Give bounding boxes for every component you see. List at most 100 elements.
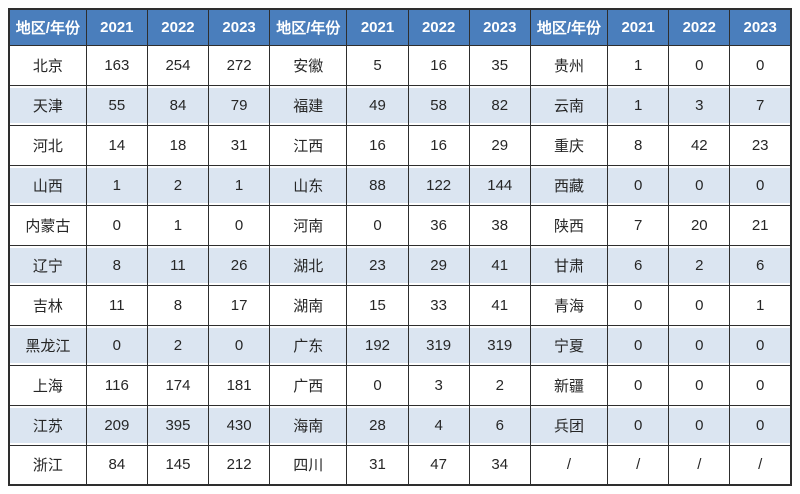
header-year: 2021 [607, 8, 670, 46]
value-cell: 2 [668, 244, 731, 286]
value-cell: 28 [346, 404, 409, 446]
region-cell: 福建 [269, 84, 348, 126]
value-cell: 49 [346, 84, 409, 126]
value-cell: 11 [85, 284, 148, 326]
value-cell: 7 [729, 84, 792, 126]
value-cell: 0 [668, 364, 731, 406]
table-row: 河北 14 18 31 江西 16 16 29 重庆 8 42 23 [8, 124, 792, 166]
region-cell: 河南 [269, 204, 348, 246]
region-cell: 江苏 [8, 404, 87, 446]
header-year: 2022 [668, 8, 731, 46]
value-cell: 7 [607, 204, 670, 246]
value-cell: 5 [346, 44, 409, 86]
value-cell: 88 [346, 164, 409, 206]
table-row: 内蒙古 0 1 0 河南 0 36 38 陕西 7 20 21 [8, 204, 792, 246]
region-cell: 广东 [269, 324, 348, 366]
value-cell: / [729, 444, 792, 486]
value-cell: 181 [208, 364, 271, 406]
value-cell: 0 [729, 164, 792, 206]
region-cell: 吉林 [8, 284, 87, 326]
value-cell: 145 [146, 444, 210, 486]
region-cell: 陕西 [529, 204, 609, 246]
value-cell: 319 [407, 324, 470, 366]
value-cell: 84 [146, 84, 210, 126]
header-year: 2023 [208, 8, 271, 46]
value-cell: 0 [85, 324, 148, 366]
value-cell: 16 [407, 44, 470, 86]
value-cell: 1 [607, 44, 670, 86]
value-cell: 1 [85, 164, 148, 206]
header-year: 2021 [85, 8, 148, 46]
value-cell: 82 [468, 84, 531, 126]
value-cell: 0 [668, 284, 731, 326]
value-cell: 0 [607, 404, 670, 446]
value-cell: 29 [468, 124, 531, 166]
header-year: 2022 [407, 8, 470, 46]
table-row: 浙江 84 145 212 四川 31 47 34// / / [8, 444, 792, 486]
value-cell: 0 [208, 324, 271, 366]
value-cell: 23 [729, 124, 792, 166]
value-cell: 1 [208, 164, 271, 206]
region-cell: 浙江 [8, 444, 87, 486]
value-cell: 21 [729, 204, 792, 246]
value-cell: 209 [85, 404, 148, 446]
value-cell: 16 [346, 124, 409, 166]
region-cell: 江西 [269, 124, 348, 166]
value-cell: 58 [407, 84, 470, 126]
value-cell: 0 [607, 284, 670, 326]
region-cell: 青海 [529, 284, 609, 326]
region-cell: 西藏 [529, 164, 609, 206]
value-cell: 0 [729, 324, 792, 366]
value-cell: 212 [208, 444, 271, 486]
value-cell: 0 [346, 364, 409, 406]
value-cell: 192 [346, 324, 409, 366]
table-row: 江苏 209 395 430 海南 28 4 6 兵团 0 0 0 [8, 404, 792, 446]
header-year: 2023 [729, 8, 792, 46]
value-cell: 42 [668, 124, 731, 166]
region-cell: 山东 [269, 164, 348, 206]
value-cell: 26 [208, 244, 271, 286]
value-cell: 122 [407, 164, 470, 206]
region-cell: 贵州 [529, 44, 609, 86]
value-cell: 0 [346, 204, 409, 246]
value-cell: 163 [85, 44, 148, 86]
value-cell: / [668, 444, 731, 486]
region-cell: 辽宁 [8, 244, 87, 286]
region-cell: 兵团 [529, 404, 609, 446]
value-cell: 3 [668, 84, 731, 126]
value-cell: 84 [85, 444, 148, 486]
value-cell: 23 [346, 244, 409, 286]
value-cell: 0 [85, 204, 148, 246]
value-cell: 0 [729, 404, 792, 446]
value-cell: 1 [729, 284, 792, 326]
table-row: 天津 55 84 79 福建 49 58 82 云南 1 3 7 [8, 84, 792, 126]
value-cell: 6 [729, 244, 792, 286]
value-cell: 41 [468, 284, 531, 326]
value-cell: 2 [146, 324, 210, 366]
value-cell: 35 [468, 44, 531, 86]
header-region-label: 地区/年份 [529, 8, 609, 46]
region-cell: 甘肃 [529, 244, 609, 286]
value-cell: 0 [607, 324, 670, 366]
region-cell: 湖北 [269, 244, 348, 286]
value-cell: 36 [407, 204, 470, 246]
region-cell: 新疆 [529, 364, 609, 406]
value-cell: 38 [468, 204, 531, 246]
value-cell: 15 [346, 284, 409, 326]
value-cell: 11 [146, 244, 210, 286]
value-cell: 0 [668, 44, 731, 86]
header-year: 2022 [146, 8, 210, 46]
value-cell: 1 [146, 204, 210, 246]
value-cell: 41 [468, 244, 531, 286]
value-cell: 430 [208, 404, 271, 446]
value-cell: 47 [407, 444, 470, 486]
region-cell: 黑龙江 [8, 324, 87, 366]
value-cell: 254 [146, 44, 210, 86]
value-cell: 0 [607, 164, 670, 206]
header-year: 2023 [468, 8, 531, 46]
region-cell: 湖南 [269, 284, 348, 326]
value-cell: 34 [468, 444, 531, 486]
region-cell: 广西 [269, 364, 348, 406]
value-cell: / [607, 444, 670, 486]
value-cell: 0 [668, 324, 731, 366]
